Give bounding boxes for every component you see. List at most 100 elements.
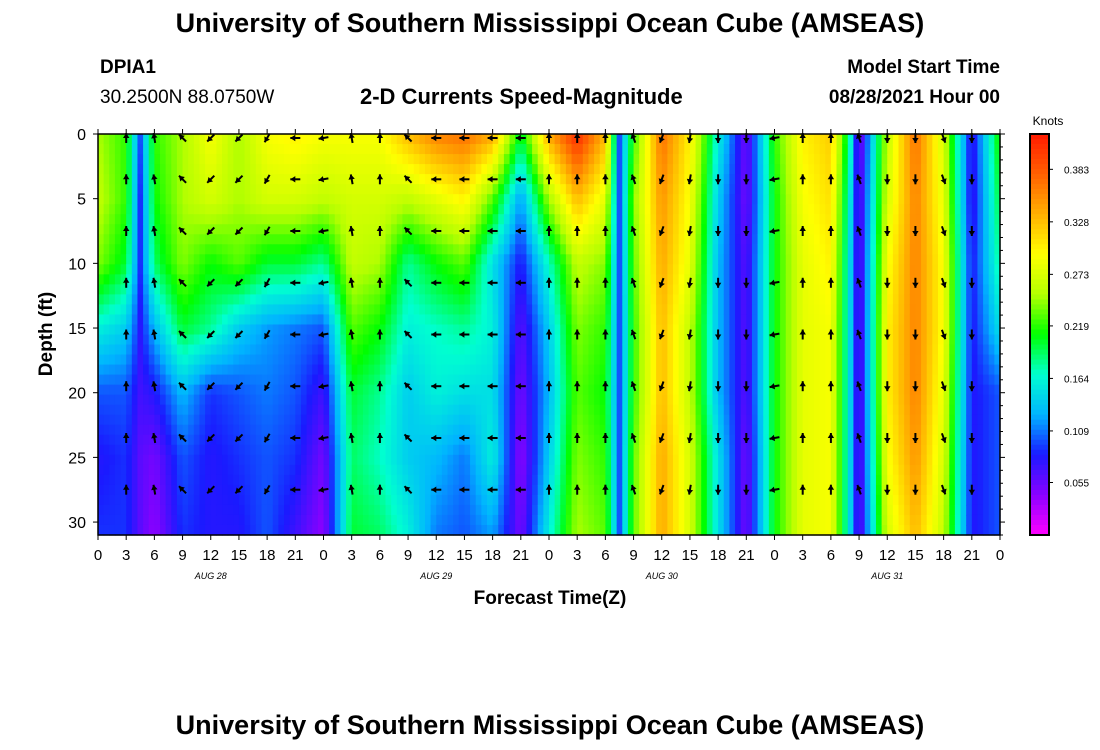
heatmap-cell (667, 184, 674, 195)
heatmap-cell (684, 374, 691, 386)
heatmap-cell (148, 154, 155, 165)
heatmap-cell (554, 384, 561, 396)
heatmap-cell (763, 154, 770, 165)
heatmap-cell (729, 174, 736, 185)
heatmap-cell (250, 474, 257, 486)
heatmap-cell (565, 524, 573, 536)
heatmap-cell (616, 134, 623, 145)
heatmap-cell (227, 464, 234, 476)
heatmap-cell (233, 424, 240, 436)
heatmap-cell (554, 224, 561, 235)
heatmap-cell (594, 474, 601, 486)
heatmap-cell (650, 444, 657, 456)
heatmap-cell (424, 284, 432, 296)
heatmap-cell (368, 224, 375, 235)
heatmap-cell (560, 344, 567, 356)
heatmap-cell (650, 274, 657, 285)
heatmap-cell (199, 474, 206, 486)
heatmap-cell (678, 164, 685, 175)
heatmap-cell (385, 394, 392, 406)
heatmap-cell (627, 444, 635, 456)
heatmap-cell (193, 464, 201, 476)
heatmap-cell (114, 204, 122, 215)
heatmap-cell (785, 414, 793, 426)
heatmap-cell (103, 444, 110, 456)
heatmap-cell (509, 404, 516, 416)
heatmap-cell (661, 484, 668, 496)
heatmap-cell (143, 464, 150, 476)
heatmap-cell (470, 484, 477, 496)
heatmap-cell (746, 144, 753, 155)
heatmap-cell (317, 214, 325, 225)
heatmap-cell (199, 524, 206, 536)
heatmap-cell (385, 514, 392, 526)
heatmap-cell (627, 284, 635, 296)
heatmap-cell (582, 374, 590, 386)
heatmap-cell (329, 364, 336, 376)
heatmap-cell (131, 164, 139, 175)
heatmap-cell (718, 494, 725, 506)
heatmap-cell (537, 254, 544, 265)
heatmap-cell (701, 194, 708, 205)
heatmap-cell (571, 384, 578, 396)
heatmap-cell (549, 324, 556, 336)
heatmap-cell (346, 454, 353, 466)
heatmap-cell (735, 144, 742, 155)
heatmap-cell (193, 444, 201, 456)
heatmap-cell (554, 394, 561, 406)
heatmap-cell (667, 314, 674, 326)
heatmap-cell (379, 144, 387, 155)
heatmap-cell (284, 344, 291, 356)
heatmap-cell (441, 254, 449, 265)
heatmap-cell (216, 334, 223, 346)
heatmap-cell (639, 274, 646, 285)
heatmap-cell (577, 174, 584, 185)
heatmap-cell (148, 484, 155, 496)
heatmap-cell (701, 414, 708, 426)
heatmap-cell (785, 264, 793, 275)
heatmap-cell (385, 274, 392, 285)
heatmap-cell (334, 314, 342, 326)
heatmap-cell (498, 464, 505, 476)
heatmap-cell (289, 204, 296, 215)
heatmap-cell (723, 204, 730, 215)
heatmap-cell (667, 364, 674, 376)
heatmap-cell (137, 444, 144, 456)
heatmap-cell (470, 214, 477, 225)
heatmap-cell (413, 144, 420, 155)
heatmap-cell (526, 354, 533, 366)
heatmap-cell (588, 484, 595, 496)
heatmap-cell (729, 454, 736, 466)
heatmap-cell (689, 334, 697, 346)
heatmap-cell (729, 304, 736, 316)
heatmap-cell (278, 234, 285, 245)
heatmap-cell (244, 374, 251, 386)
heatmap-cell (723, 444, 730, 456)
heatmap-cell (470, 324, 477, 336)
heatmap-cell (447, 364, 454, 376)
heatmap-cell (639, 404, 646, 416)
heatmap-cell (210, 484, 217, 496)
heatmap-cell (785, 314, 793, 326)
heatmap-cell (622, 424, 629, 436)
heatmap-cell (362, 474, 370, 486)
heatmap-cell (340, 324, 347, 336)
heatmap-cell (441, 354, 449, 366)
heatmap-cell (436, 204, 443, 215)
heatmap-cell (492, 314, 499, 326)
heatmap-cell (295, 134, 302, 145)
heatmap-cell (312, 294, 319, 306)
heatmap-cell (797, 244, 804, 255)
heatmap-cell (205, 184, 212, 195)
heatmap-cell (594, 204, 601, 215)
heatmap-cell (458, 244, 466, 255)
heatmap-cell (475, 354, 482, 366)
heatmap-cell (154, 184, 161, 195)
heatmap-cell (126, 224, 133, 235)
heatmap-cell (723, 164, 730, 175)
heatmap-cell (678, 434, 685, 446)
heatmap-cell (526, 474, 533, 486)
heatmap-cell (424, 324, 432, 336)
heatmap-cell (633, 484, 640, 496)
heatmap-cell (430, 424, 437, 436)
